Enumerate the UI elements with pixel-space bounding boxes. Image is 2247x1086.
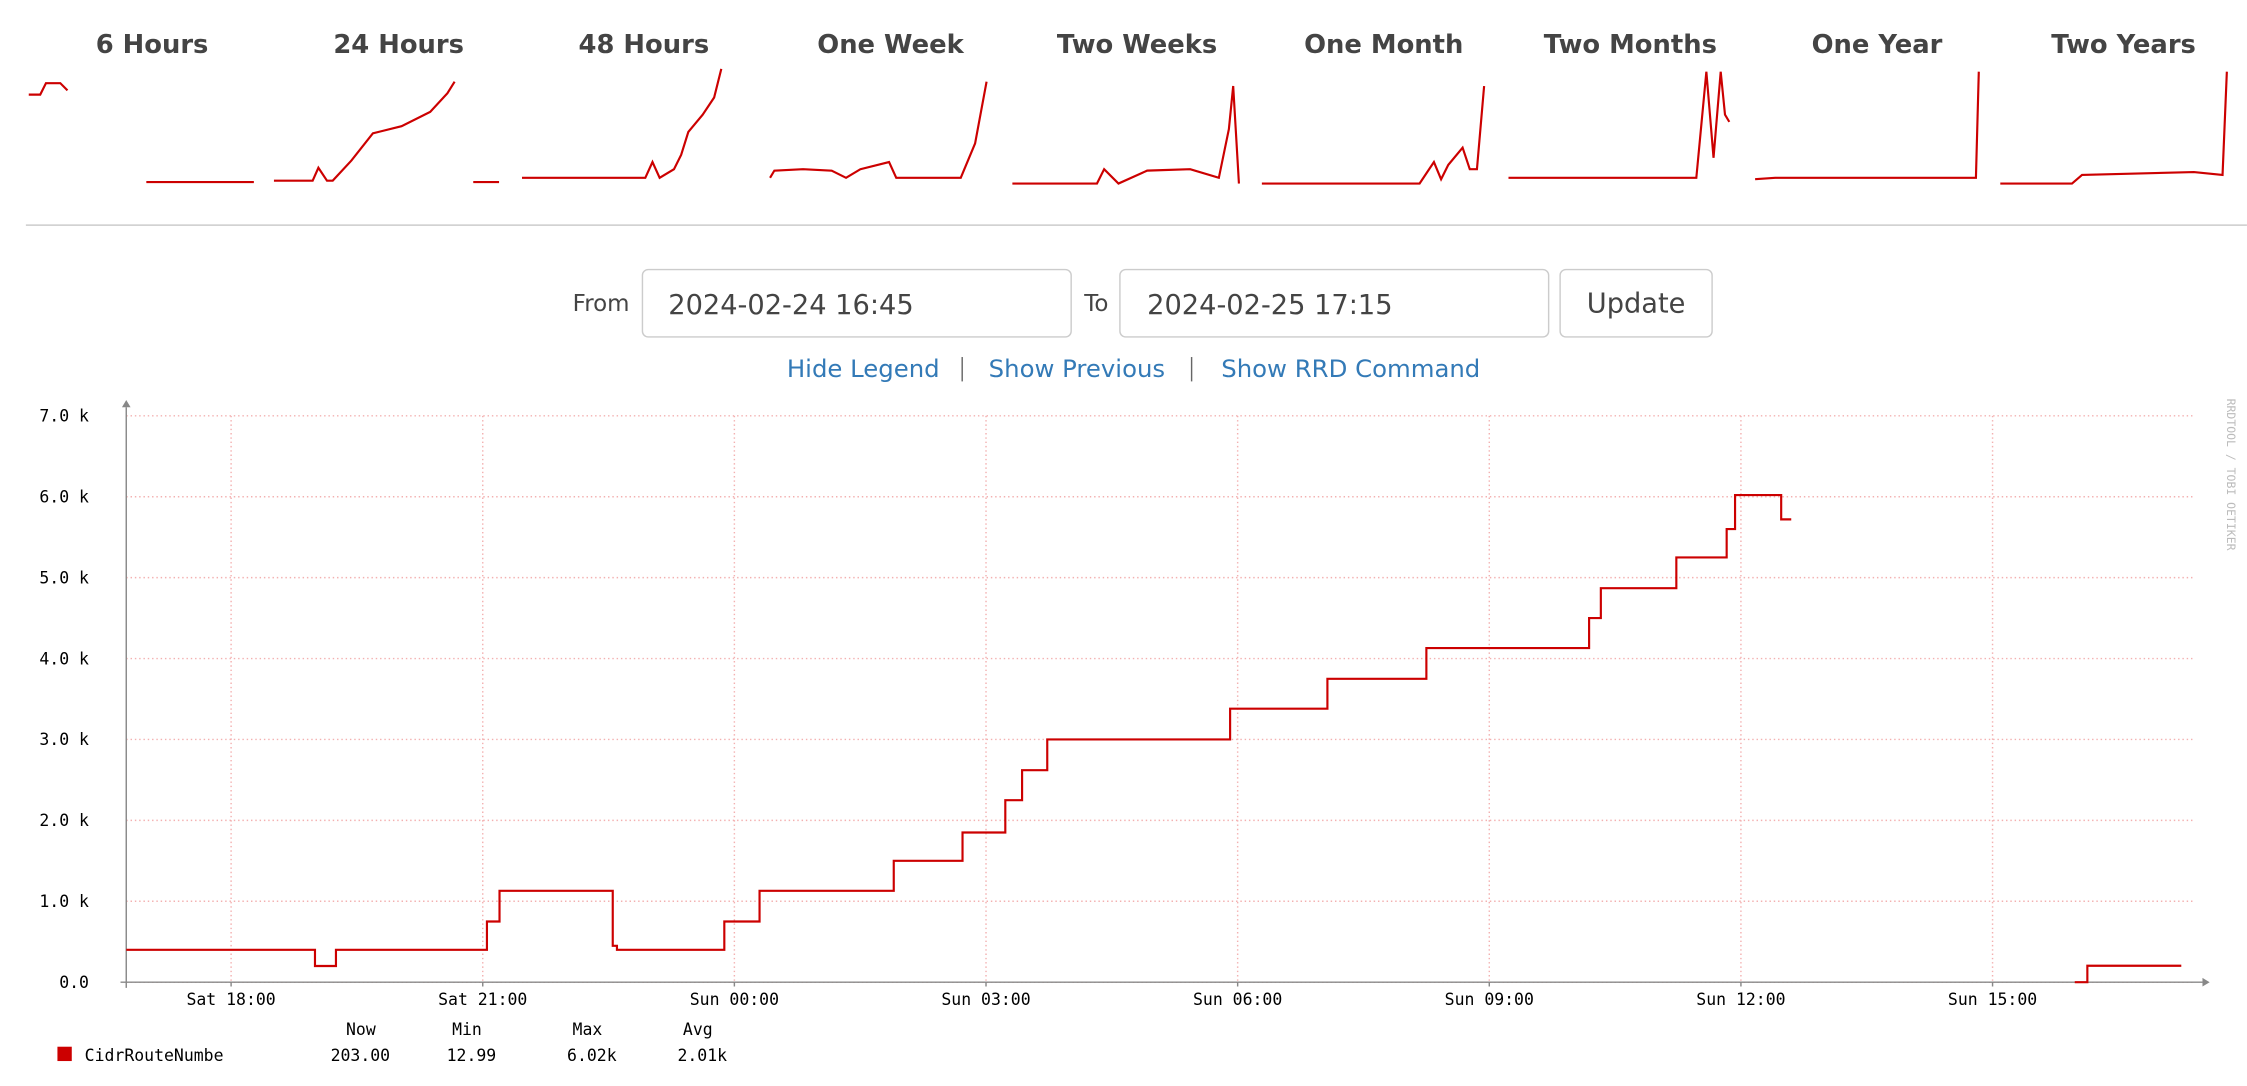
update-button-label[interactable]: Update: [1587, 289, 1686, 320]
x-tick-label: Sun 00:00: [690, 990, 779, 1009]
x-tick-label: Sun 03:00: [941, 990, 1030, 1009]
legend-stat-header: Min: [452, 1020, 482, 1039]
tab[interactable]: Two Months: [1544, 30, 1717, 60]
sparkline[interactable]: [2000, 71, 2228, 185]
tab[interactable]: 6 Hours: [96, 30, 209, 60]
legend-stat-header: Now: [346, 1020, 376, 1039]
y-tick-label: 6.0 k: [39, 487, 89, 506]
x-tick-label: Sun 15:00: [1948, 990, 2037, 1009]
y-tick-label: 7.0 k: [39, 407, 89, 426]
sparkline[interactable]: [521, 68, 723, 180]
to-value[interactable]: 2024-02-25 17:15: [1147, 290, 1392, 321]
sparkline[interactable]: [273, 81, 456, 182]
legend-swatch: [57, 1046, 72, 1062]
tab[interactable]: One Month: [1304, 30, 1463, 60]
legend-stat-header: Max: [573, 1020, 603, 1039]
tab[interactable]: 24 Hours: [333, 30, 464, 60]
sparkline[interactable]: [1508, 71, 1731, 179]
show-previous-link[interactable]: Show Previous: [989, 354, 1165, 383]
watermark: RRDTOOL / TOBI OETIKER: [2224, 399, 2238, 551]
sparkline[interactable]: [1012, 85, 1240, 185]
y-tick-label: 4.0 k: [39, 649, 89, 668]
x-tick-label: Sat 21:00: [438, 990, 527, 1009]
tab[interactable]: Two Years: [2051, 30, 2196, 60]
legend-stat-value: 203.00: [331, 1046, 390, 1065]
x-tick-label: Sun 06:00: [1193, 990, 1282, 1009]
legend-stat-value: 12.99: [447, 1046, 497, 1065]
sparklines: [28, 68, 2228, 185]
legend-stat-value: 6.02k: [567, 1046, 617, 1065]
x-tick-label: Sun 12:00: [1696, 990, 1785, 1009]
to-input[interactable]: [1119, 268, 1550, 338]
update-button[interactable]: [1559, 268, 1713, 338]
from-label: From: [573, 291, 630, 317]
sparkline[interactable]: [28, 82, 69, 96]
from-input[interactable]: [641, 268, 1072, 338]
legend-stat-value: 2.01k: [677, 1046, 727, 1065]
tab[interactable]: 48 Hours: [579, 30, 710, 60]
y-tick-label: 2.0 k: [39, 811, 89, 830]
y-tick-label: 5.0 k: [39, 568, 89, 587]
sparkline[interactable]: [1755, 71, 1980, 181]
y-axis-arrow: [121, 400, 131, 408]
legend-stat-header: Avg: [683, 1020, 713, 1039]
tab[interactable]: Two Weeks: [1057, 30, 1217, 60]
hide-legend-link[interactable]: Hide Legend: [787, 354, 940, 383]
y-tick-label: 1.0 k: [39, 892, 89, 911]
x-tick-label: Sun 09:00: [1445, 990, 1534, 1009]
tab[interactable]: One Year: [1812, 30, 1943, 60]
legend-label: CidrRouteNumbe: [85, 1046, 224, 1065]
y-tick-label: 3.0 k: [39, 730, 89, 749]
y-tick-label: 0.0: [59, 973, 89, 992]
x-axis-arrow: [2202, 977, 2210, 987]
show-rrd-link[interactable]: Show RRD Command: [1221, 354, 1480, 383]
sparkline[interactable]: [1261, 85, 1486, 185]
from-value[interactable]: 2024-02-24 16:45: [668, 290, 913, 321]
x-tick-label: Sat 18:00: [186, 990, 275, 1009]
sparkline[interactable]: [769, 81, 988, 180]
series-line: [126, 494, 2182, 984]
tab[interactable]: One Week: [817, 30, 964, 60]
to-label: To: [1083, 291, 1108, 317]
